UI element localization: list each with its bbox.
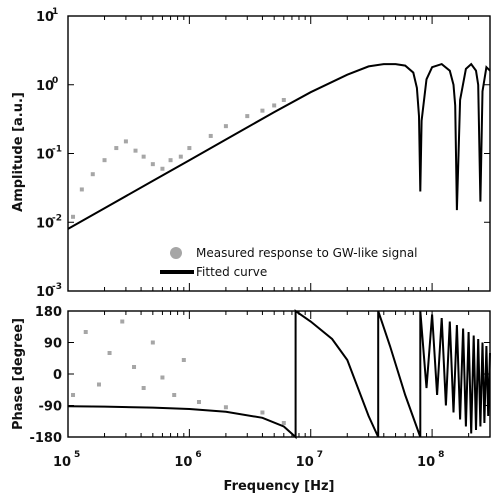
y-tick-label: -90 (39, 400, 63, 415)
amplitude-data-point (123, 139, 128, 144)
phase-curve-line (67, 309, 491, 440)
phase-data-point (150, 340, 155, 345)
phase-data-point (196, 400, 201, 404)
phase-data-point (260, 410, 265, 415)
y-tick-label: 180 (35, 305, 62, 320)
phase-scatter (71, 319, 286, 425)
x-tick-label: 10 (174, 455, 192, 470)
phase-data-point (83, 330, 88, 334)
x-tick-exponent: 7 (317, 450, 323, 460)
amplitude-fitted-curve (67, 62, 491, 230)
phase-data-point (223, 405, 228, 410)
amplitude-scatter (71, 98, 286, 219)
frequency-tick-labels: 10 5 10 6 10 7 10 8 (53, 450, 444, 470)
phase-data-point (172, 393, 177, 397)
y-tick-exponent: 0 (52, 76, 58, 86)
amplitude-data-point (71, 214, 76, 219)
y-tick-label: 10 (36, 148, 54, 163)
phase-data-point (71, 393, 76, 397)
y-tick-exponent: -2 (52, 213, 62, 223)
phase-data-point (160, 375, 165, 380)
phase-axis-ticks (67, 311, 491, 437)
phase-data-point (132, 365, 137, 369)
amplitude-data-point (90, 172, 95, 177)
legend-marker-measured (170, 247, 182, 259)
amplitude-data-point (208, 133, 213, 138)
phase-data-point (120, 319, 125, 324)
amplitude-data-point (281, 98, 286, 103)
y-tick-label: -180 (29, 431, 62, 446)
legend-label-measured: Measured response to GW-like signal (196, 246, 418, 260)
y-tick-label: 10 (36, 79, 54, 94)
amplitude-axis-title: Amplitude [a.u.] (11, 92, 26, 212)
frequency-axis-title: Frequency [Hz] (224, 479, 335, 494)
y-tick-exponent: -1 (52, 145, 62, 155)
x-tick-exponent: 8 (438, 450, 444, 460)
amplitude-data-point (102, 158, 107, 163)
amplitude-data-point (187, 146, 192, 151)
phase-data-point (281, 421, 286, 425)
x-tick-label: 10 (53, 455, 71, 470)
y-tick-label: 10 (36, 10, 54, 25)
amplitude-data-point (150, 162, 155, 167)
phase-data-point (107, 351, 112, 355)
amplitude-axis-ticks (67, 16, 491, 291)
phase-data-point (141, 386, 146, 390)
amplitude-data-point (79, 187, 84, 192)
amplitude-data-point (168, 158, 173, 163)
amplitude-data-point (260, 108, 265, 113)
amplitude-data-point (114, 146, 119, 151)
x-tick-label: 10 (417, 455, 435, 470)
amplitude-data-point (245, 114, 250, 119)
phase-data-point (96, 382, 101, 387)
phase-tick-labels: 180 90 0 -90 -180 (29, 305, 490, 446)
amplitude-data-point (141, 154, 146, 159)
x-tick-exponent: 6 (195, 450, 201, 460)
x-tick-exponent: 5 (74, 450, 80, 460)
y-tick-exponent: 1 (52, 7, 58, 17)
y-tick-label: 0 (53, 368, 62, 383)
amplitude-data-point (223, 124, 228, 129)
amplitude-data-point (160, 166, 165, 171)
legend-label-fitted: Fitted curve (196, 265, 267, 279)
phase-data-point (181, 358, 186, 362)
y-tick-label: 10 (36, 216, 54, 231)
amplitude-data-point (178, 154, 183, 159)
amplitude-curve-line (67, 62, 491, 230)
y-tick-label: 90 (44, 337, 62, 352)
amplitude-data-point (133, 148, 138, 153)
phase-axis-title: Phase [degree] (11, 318, 26, 430)
amplitude-data-point (272, 103, 277, 108)
y-tick-exponent: -3 (52, 282, 62, 292)
x-tick-label: 10 (296, 455, 314, 470)
phase-fitted-curve (67, 309, 491, 440)
y-tick-label: 10 (36, 285, 54, 300)
